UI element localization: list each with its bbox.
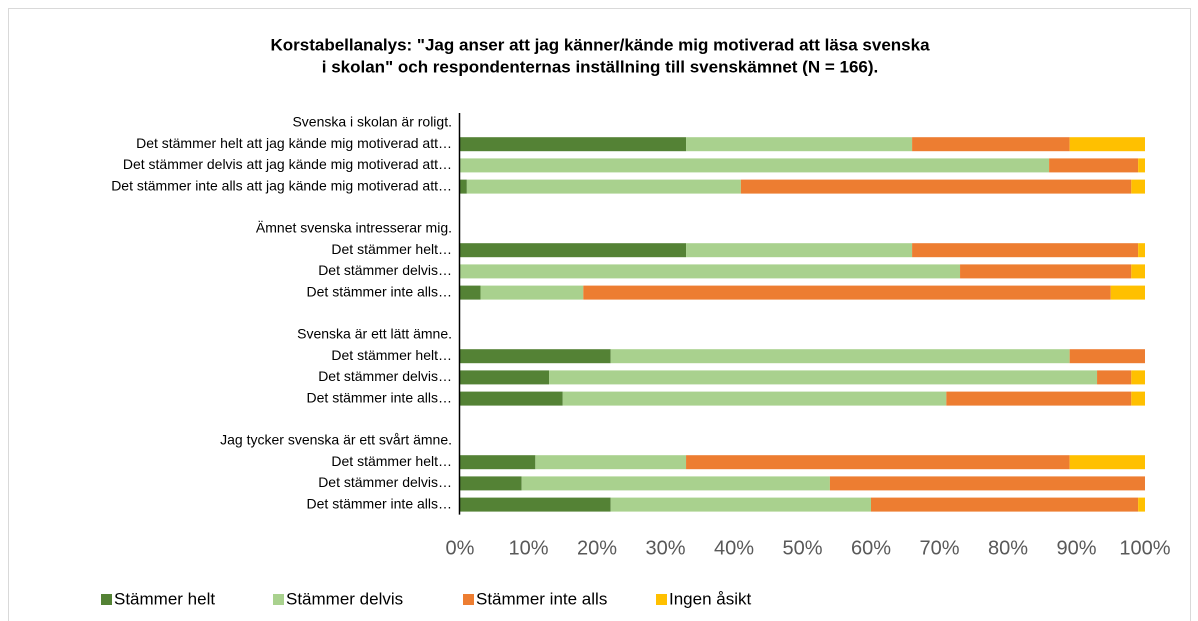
bar-segment <box>829 476 1145 491</box>
bar-segment <box>960 264 1132 279</box>
bar-segment <box>460 264 961 279</box>
bar-segment <box>1069 455 1145 470</box>
bar-segment <box>460 497 611 512</box>
legend-label: Stämmer helt <box>114 589 215 608</box>
y-tick-label: Det stämmer delvis… <box>318 262 452 278</box>
x-tick-label: 10% <box>508 537 548 559</box>
bar-segment <box>549 370 1098 385</box>
bar-segment <box>1049 158 1139 173</box>
y-tick-label: Jag tycker svenska är ett svårt ämne. <box>220 432 452 448</box>
bar-segment <box>610 497 871 512</box>
x-tick-label: 50% <box>782 537 822 559</box>
y-tick-label: Det stämmer helt… <box>331 347 452 363</box>
x-tick-label: 80% <box>988 537 1028 559</box>
bar-segment <box>1131 370 1145 385</box>
bar-segment <box>460 476 522 491</box>
bar-segment <box>1069 349 1145 364</box>
bar-segment <box>946 391 1132 406</box>
y-tick-label: Ämnet svenska intresserar mig. <box>256 220 452 236</box>
bar-segment <box>686 137 913 152</box>
y-tick-label: Det stämmer helt… <box>331 241 452 257</box>
y-tick-label: Det stämmer helt… <box>331 453 452 469</box>
bar-segment <box>912 137 1070 152</box>
bar-segment <box>1138 158 1145 173</box>
legend-label: Stämmer delvis <box>286 589 403 608</box>
bar-segment <box>1131 391 1145 406</box>
bar-segment <box>460 285 481 300</box>
bar-segment <box>871 497 1139 512</box>
legend-swatch <box>463 594 474 605</box>
y-tick-label: Det stämmer delvis att jag kände mig mot… <box>123 156 452 172</box>
bar-segment <box>521 476 830 491</box>
y-tick-label: Det stämmer delvis… <box>318 368 452 384</box>
x-tick-label: 90% <box>1056 537 1096 559</box>
legend-label: Stämmer inte alls <box>476 589 607 608</box>
bar-segment <box>686 455 1070 470</box>
chart-border <box>8 8 1191 621</box>
bar-segment <box>460 391 563 406</box>
x-tick-label: 0% <box>446 537 475 559</box>
bar-segment <box>686 243 913 258</box>
legend-label: Ingen åsikt <box>669 589 751 608</box>
y-tick-label: Svenska är ett lätt ämne. <box>297 326 452 342</box>
x-tick-label: 70% <box>919 537 959 559</box>
bar-segment <box>740 179 1132 194</box>
y-tick-label: Det stämmer helt att jag kände mig motiv… <box>136 135 452 151</box>
bar-segment <box>460 349 611 364</box>
y-tick-label: Det stämmer inte alls… <box>307 389 452 405</box>
chart-title: i skolan" och respondenternas inställnin… <box>322 57 878 76</box>
bar-segment <box>466 179 741 194</box>
bar-segment <box>1138 497 1145 512</box>
bar-segment <box>912 243 1139 258</box>
y-tick-label: Det stämmer inte alls… <box>307 283 452 299</box>
x-tick-label: 20% <box>577 537 617 559</box>
x-tick-label: 100% <box>1119 537 1170 559</box>
bar-segment <box>460 455 536 470</box>
y-tick-label: Svenska i skolan är roligt. <box>292 114 452 130</box>
x-tick-label: 40% <box>714 537 754 559</box>
bar-segment <box>460 137 687 152</box>
bar-segment <box>535 455 687 470</box>
bar-segment <box>1138 243 1145 258</box>
bar-segment <box>460 243 687 258</box>
y-tick-label: Det stämmer delvis… <box>318 474 452 490</box>
bar-segment <box>1131 179 1145 194</box>
legend-swatch <box>273 594 284 605</box>
bar-segment <box>460 158 1050 173</box>
bar-segment <box>480 285 584 300</box>
bar-segment <box>1110 285 1145 300</box>
x-tick-label: 60% <box>851 537 891 559</box>
bar-segment <box>460 179 467 194</box>
y-tick-label: Det stämmer inte alls… <box>307 495 452 511</box>
bar-segment <box>610 349 1070 364</box>
bar-segment <box>1097 370 1132 385</box>
bar-segment <box>460 370 550 385</box>
bar-segment <box>562 391 947 406</box>
bar-segment <box>583 285 1111 300</box>
x-tick-label: 30% <box>645 537 685 559</box>
bar-segment <box>1069 137 1145 152</box>
legend-swatch <box>656 594 667 605</box>
bar-segment <box>1131 264 1145 279</box>
y-tick-label: Det stämmer inte alls att jag kände mig … <box>111 177 452 193</box>
legend-swatch <box>101 594 112 605</box>
chart-title: Korstabellanalys: "Jag anser att jag kän… <box>270 35 930 54</box>
